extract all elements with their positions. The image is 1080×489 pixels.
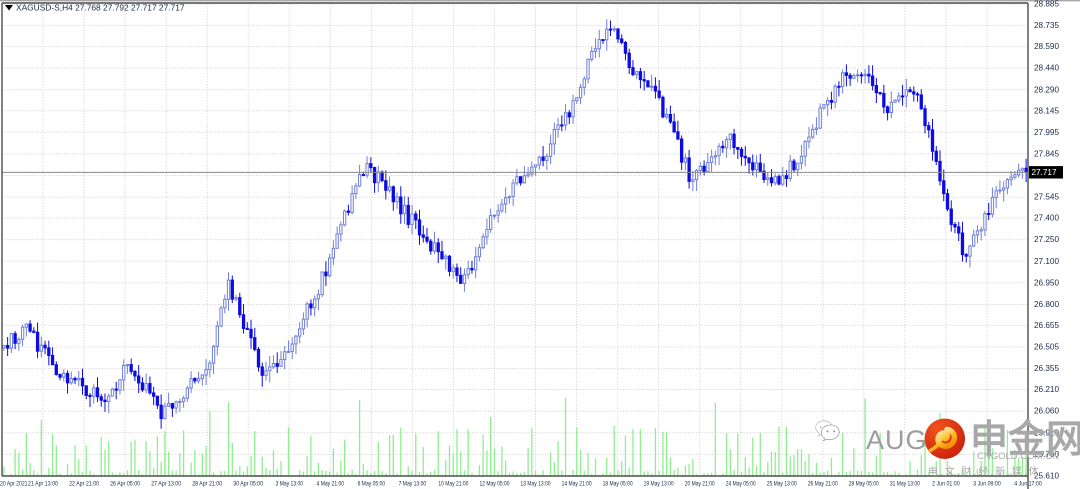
- svg-text:4 May 21:00: 4 May 21:00: [317, 481, 345, 488]
- svg-text:30 Apr 05:00: 30 Apr 05:00: [233, 481, 263, 488]
- svg-text:27.845: 27.845: [1034, 150, 1059, 159]
- svg-text:7 May 13:00: 7 May 13:00: [399, 481, 427, 488]
- svg-text:4 Jun 17:00: 4 Jun 17:00: [1014, 481, 1042, 488]
- svg-text:27.717: 27.717: [1032, 168, 1057, 177]
- svg-text:27 Apr 13:00: 27 Apr 13:00: [151, 481, 181, 488]
- svg-text:27.400: 27.400: [1034, 214, 1059, 223]
- svg-text:12 May 05:00: 12 May 05:00: [480, 481, 510, 488]
- svg-text:CNGOLD.COM.CN: CNGOLD.COM.CN: [977, 451, 1059, 462]
- svg-text:26.505: 26.505: [1034, 343, 1059, 352]
- svg-text:28 May 05:00: 28 May 05:00: [849, 481, 879, 488]
- svg-text:26.800: 26.800: [1034, 300, 1059, 309]
- svg-text:31 May 13:00: 31 May 13:00: [890, 481, 920, 488]
- svg-text:3 May 13:00: 3 May 13:00: [276, 481, 304, 488]
- svg-text:28.290: 28.290: [1034, 85, 1059, 94]
- svg-text:26 Apr 05:00: 26 Apr 05:00: [110, 481, 140, 488]
- svg-text:3 Jun 09:00: 3 Jun 09:00: [973, 481, 1001, 488]
- svg-text:26.060: 26.060: [1034, 407, 1059, 416]
- svg-text:27.545: 27.545: [1034, 193, 1059, 202]
- svg-text:19 May 13:00: 19 May 13:00: [644, 481, 674, 488]
- svg-text:25 May 13:00: 25 May 13:00: [767, 481, 797, 488]
- svg-text:电.文.财.经.新.媒.体: 电.文.财.经.新.媒.体: [928, 465, 1041, 478]
- svg-text:2 Jun 01:00: 2 Jun 01:00: [932, 481, 960, 488]
- svg-text:28.590: 28.590: [1034, 42, 1059, 51]
- svg-text:24 May 05:00: 24 May 05:00: [726, 481, 756, 488]
- svg-text:27.100: 27.100: [1034, 257, 1059, 266]
- svg-text:6 May 05:00: 6 May 05:00: [358, 481, 386, 488]
- svg-text:28.145: 28.145: [1034, 106, 1059, 115]
- svg-text:20 Apr 2021: 20 Apr 2021: [0, 481, 28, 488]
- svg-text:26 May 21:00: 26 May 21:00: [808, 481, 838, 488]
- svg-text:21 Apr 13:00: 21 Apr 13:00: [28, 481, 58, 488]
- svg-text:18 May 05:00: 18 May 05:00: [603, 481, 633, 488]
- svg-text:27.250: 27.250: [1034, 235, 1059, 244]
- svg-text:22 Apr 21:00: 22 Apr 21:00: [69, 481, 99, 488]
- svg-text:28.440: 28.440: [1034, 64, 1059, 73]
- svg-text:27.995: 27.995: [1034, 128, 1059, 137]
- svg-text:26.355: 26.355: [1034, 364, 1059, 373]
- svg-text:26.655: 26.655: [1034, 321, 1059, 330]
- svg-text:AUG: AUG: [866, 425, 928, 455]
- svg-text:14 May 21:00: 14 May 21:00: [562, 481, 592, 488]
- svg-text:XAGUSD-S,H4 27.768 27.792 27.: XAGUSD-S,H4 27.768 27.792 27.717 27.717: [16, 2, 185, 12]
- svg-text:26.950: 26.950: [1034, 279, 1059, 288]
- svg-text:28.885: 28.885: [1034, 0, 1059, 9]
- svg-text:28.735: 28.735: [1034, 21, 1059, 30]
- svg-text:13 May 13:00: 13 May 13:00: [521, 481, 551, 488]
- svg-text:26.210: 26.210: [1034, 385, 1059, 394]
- svg-text:10 May 21:00: 10 May 21:00: [438, 481, 468, 488]
- svg-text:28 Apr 21:00: 28 Apr 21:00: [192, 481, 222, 488]
- svg-text:20 May 21:00: 20 May 21:00: [685, 481, 715, 488]
